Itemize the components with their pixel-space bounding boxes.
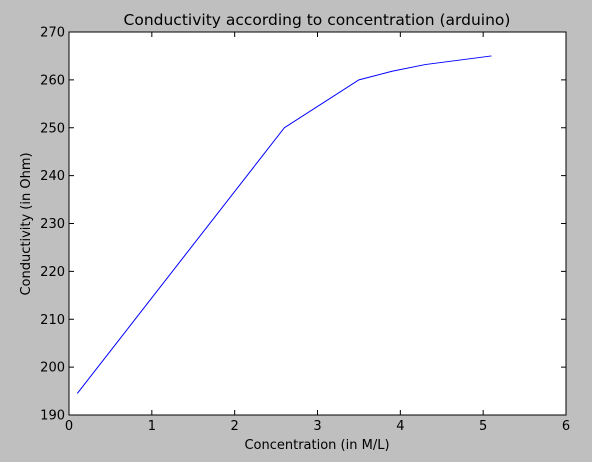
plot-area bbox=[69, 32, 566, 415]
x-tick-label: 6 bbox=[562, 419, 570, 434]
y-tick-label: 260 bbox=[40, 73, 65, 88]
x-tick-label: 2 bbox=[231, 419, 239, 434]
series-line-conductivity bbox=[76, 55, 492, 394]
plot-frame bbox=[68, 31, 567, 416]
y-axis-label: Conductivity (in Ohm) bbox=[19, 152, 34, 295]
y-tick-label: 230 bbox=[40, 217, 65, 232]
y-tick-label: 210 bbox=[40, 313, 65, 328]
tick-labels-layer: 0 1 2 3 4 5 6 190 200 210 220 230 240 250 260 270 bbox=[40, 26, 570, 435]
series-layer bbox=[76, 55, 492, 394]
y-tick-label: 190 bbox=[40, 409, 65, 424]
y-tick-label: 220 bbox=[40, 265, 65, 280]
y-tick-label: 270 bbox=[40, 26, 65, 41]
x-axis-label: Concentration (in M/L) bbox=[244, 438, 389, 453]
x-tick-label: 5 bbox=[479, 419, 487, 434]
chart-title: Conductivity according to concentration … bbox=[124, 11, 511, 29]
x-tick-label: 4 bbox=[396, 419, 404, 434]
x-tick-label: 1 bbox=[148, 419, 156, 434]
y-tick-label: 240 bbox=[40, 169, 65, 184]
x-tick-label: 0 bbox=[65, 419, 73, 434]
y-tick-label: 250 bbox=[40, 121, 65, 136]
y-tick-label: 200 bbox=[40, 361, 65, 376]
x-tick-label: 3 bbox=[313, 419, 321, 434]
